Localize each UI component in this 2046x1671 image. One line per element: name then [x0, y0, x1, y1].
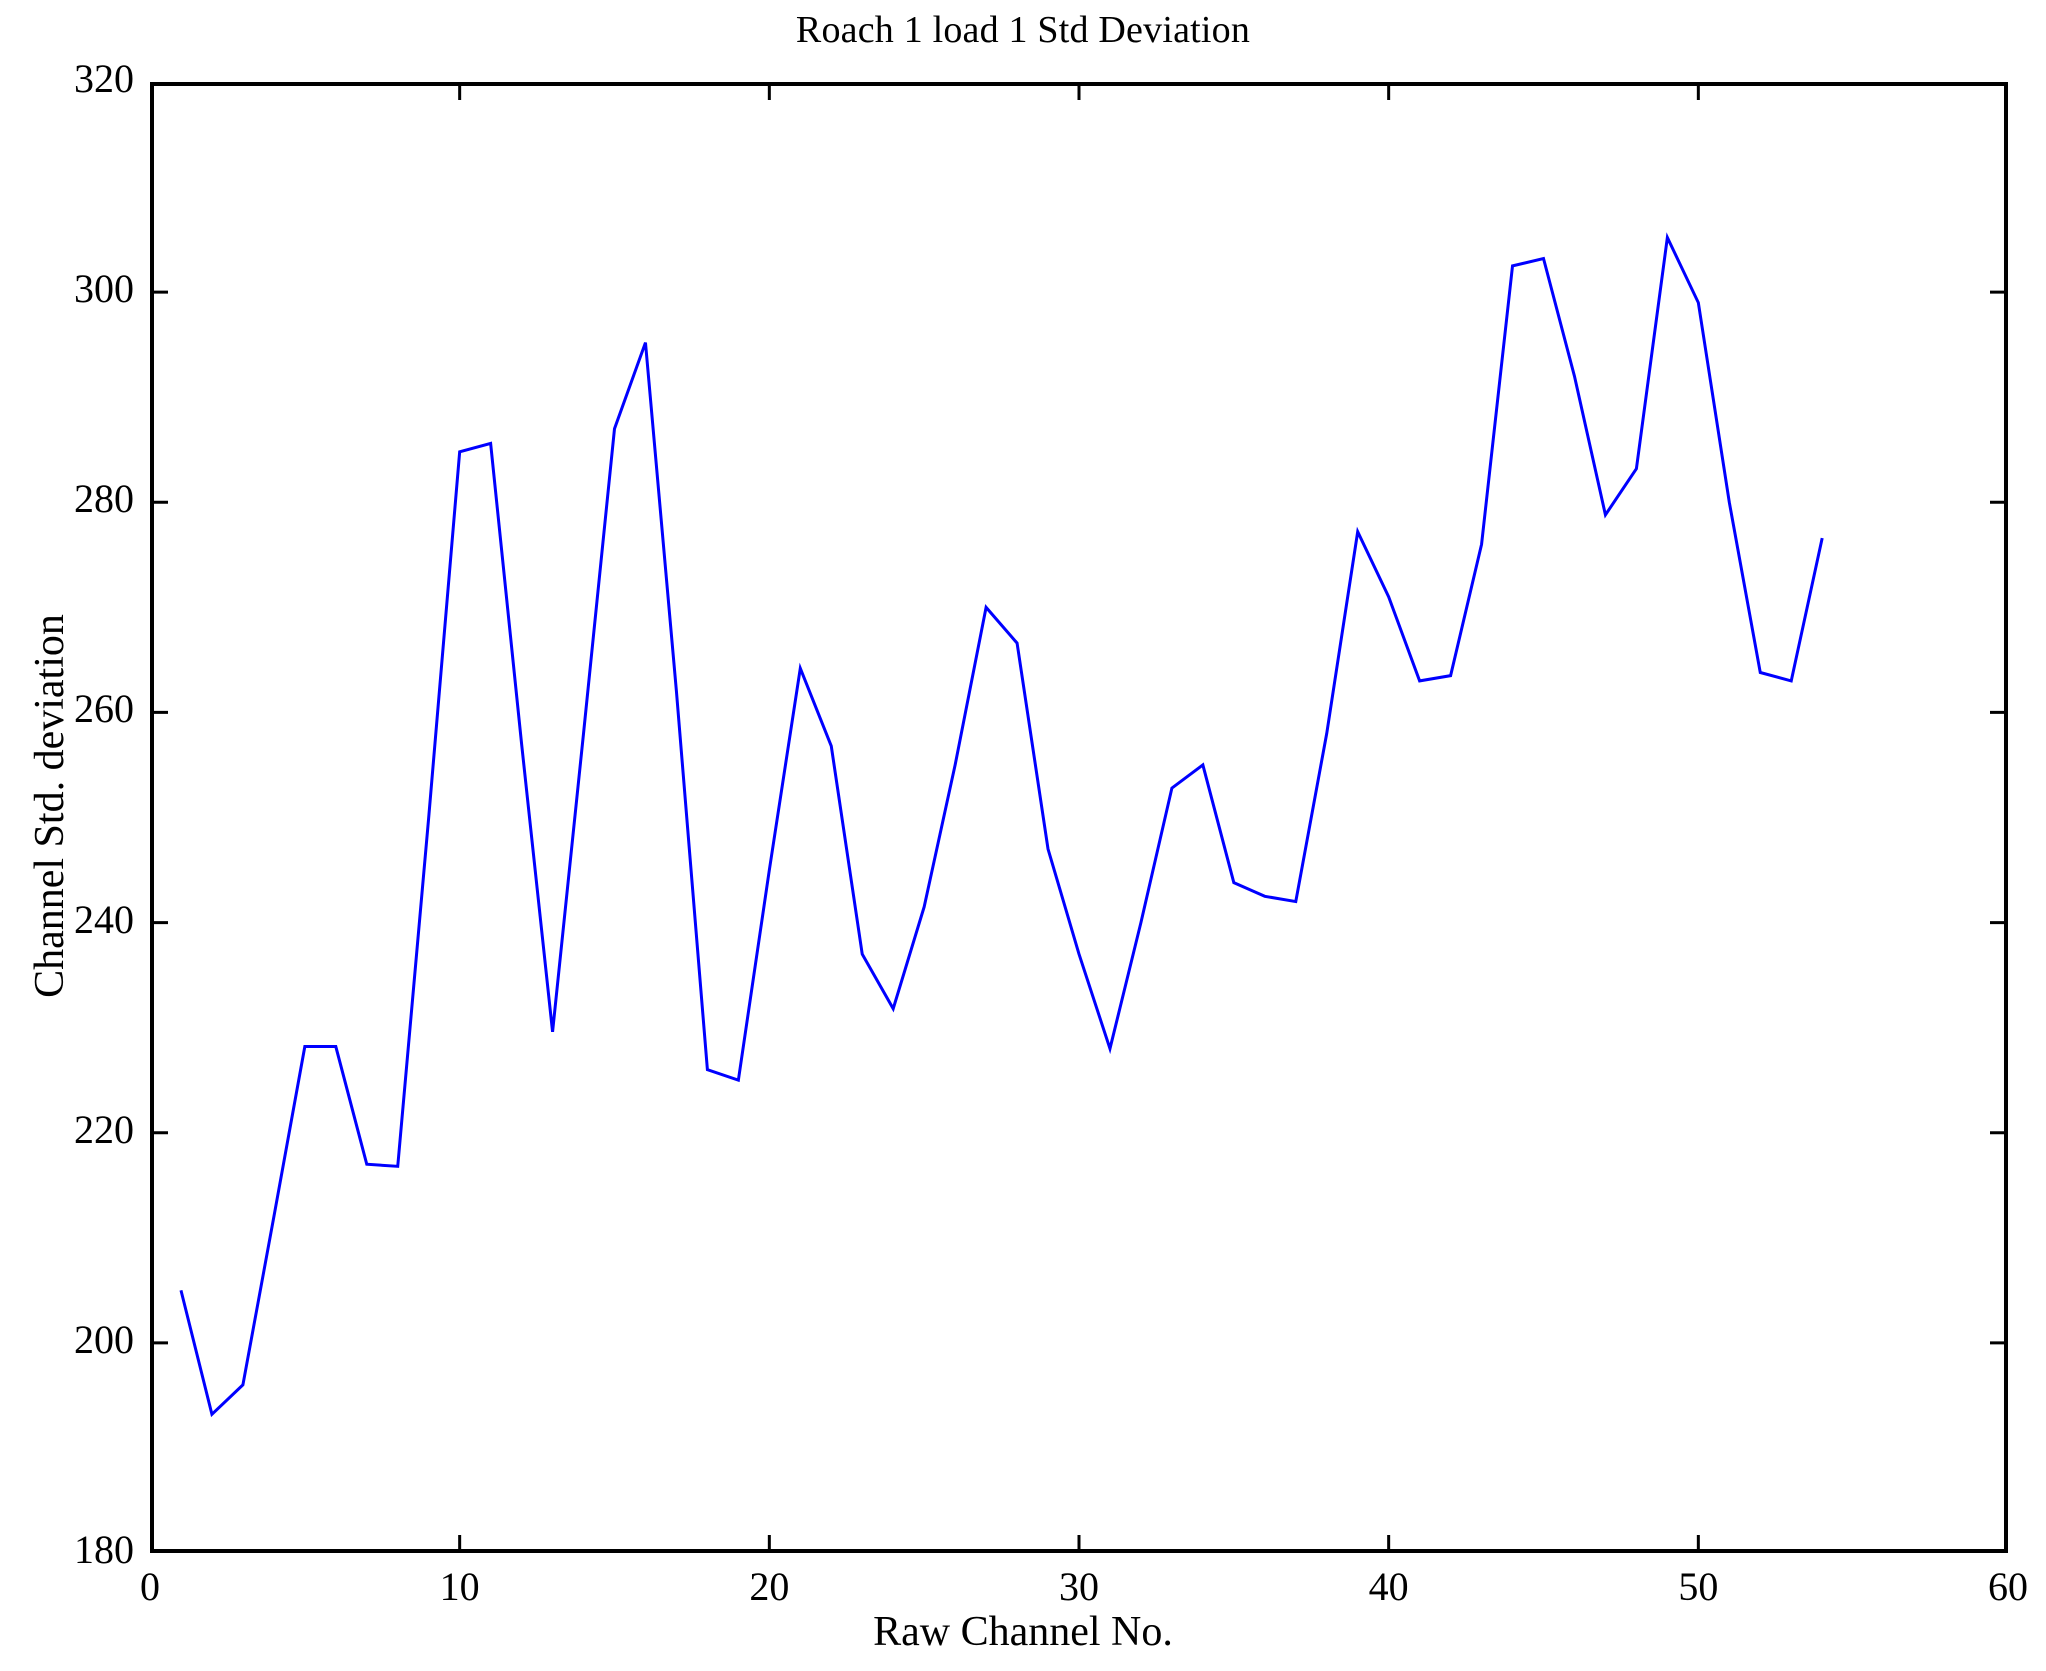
- x-tick-label: 60: [1988, 1564, 2028, 1609]
- y-tick-label: 240: [74, 896, 134, 942]
- x-tick-label: 20: [749, 1564, 790, 1609]
- y-tick-label: 180: [74, 1527, 134, 1572]
- plot-canvas: [150, 82, 2008, 1553]
- page-title: Roach 1 load 1 Std Deviation: [795, 9, 1251, 51]
- y-tick-label: 280: [74, 476, 134, 522]
- x-tick-label: 0: [140, 1564, 160, 1609]
- y-tick-label: 300: [74, 266, 134, 312]
- x-tick-label: 10: [439, 1564, 480, 1609]
- y-tick-label: 220: [74, 1106, 134, 1152]
- y-tick-label: 260: [74, 686, 134, 732]
- data-series-line: [179, 232, 1824, 1418]
- y-axis-label: Channel Std. deviation: [27, 614, 73, 998]
- x-tick-label: 30: [1059, 1564, 1099, 1609]
- y-tick-label: 200: [74, 1316, 134, 1362]
- y-tick-label: 320: [74, 56, 134, 101]
- axis-ticks: [150, 82, 2008, 1553]
- x-tick-label: 50: [1678, 1564, 1719, 1609]
- x-tick-label: 40: [1368, 1564, 1409, 1609]
- x-axis-label: Raw Channel No.: [873, 1609, 1173, 1655]
- plot-frame: [150, 82, 2008, 1553]
